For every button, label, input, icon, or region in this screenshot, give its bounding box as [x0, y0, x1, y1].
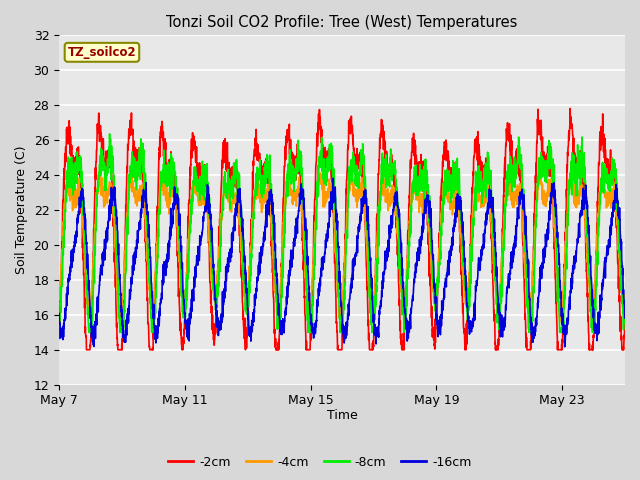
-2cm [145, 321, 152, 326]
-2cm [83, 347, 90, 353]
-16cm [110, 195, 118, 201]
-16cm [180, 311, 188, 316]
-8cm [621, 306, 629, 312]
-8cm [261, 161, 269, 167]
Line: -16cm: -16cm [59, 179, 625, 347]
-4cm [110, 214, 118, 219]
-4cm [284, 165, 292, 170]
Text: TZ_soilco2: TZ_soilco2 [68, 46, 136, 59]
-16cm [260, 231, 268, 237]
-4cm [180, 292, 188, 298]
-4cm [621, 294, 629, 300]
X-axis label: Time: Time [326, 409, 358, 422]
Line: -8cm: -8cm [59, 134, 625, 332]
Line: -4cm: -4cm [59, 168, 625, 324]
Line: -2cm: -2cm [59, 108, 625, 350]
-2cm [548, 175, 556, 181]
Title: Tonzi Soil CO2 Profile: Tree (West) Temperatures: Tonzi Soil CO2 Profile: Tree (West) Temp… [166, 15, 518, 30]
-2cm [621, 304, 629, 310]
-2cm [110, 245, 118, 251]
-8cm [145, 248, 152, 253]
-8cm [181, 308, 189, 313]
-8cm [85, 329, 93, 335]
-2cm [360, 200, 368, 206]
-8cm [55, 317, 63, 323]
Legend: -2cm, -4cm, -8cm, -16cm: -2cm, -4cm, -8cm, -16cm [163, 451, 477, 474]
-16cm [144, 209, 152, 215]
-2cm [261, 172, 269, 178]
-4cm [144, 274, 152, 280]
-4cm [548, 190, 556, 196]
-16cm [55, 311, 63, 316]
-16cm [330, 176, 337, 181]
-4cm [260, 197, 268, 203]
-2cm [55, 336, 63, 341]
-8cm [548, 176, 556, 181]
-4cm [360, 205, 368, 211]
-4cm [55, 297, 63, 303]
-16cm [548, 188, 556, 194]
-16cm [621, 314, 629, 320]
-8cm [360, 184, 368, 190]
-4cm [305, 322, 312, 327]
Y-axis label: Soil Temperature (C): Soil Temperature (C) [15, 146, 28, 274]
-2cm [181, 317, 189, 323]
-16cm [561, 344, 568, 349]
-8cm [111, 204, 118, 209]
-16cm [360, 196, 368, 202]
-2cm [566, 106, 574, 111]
-8cm [106, 131, 113, 137]
